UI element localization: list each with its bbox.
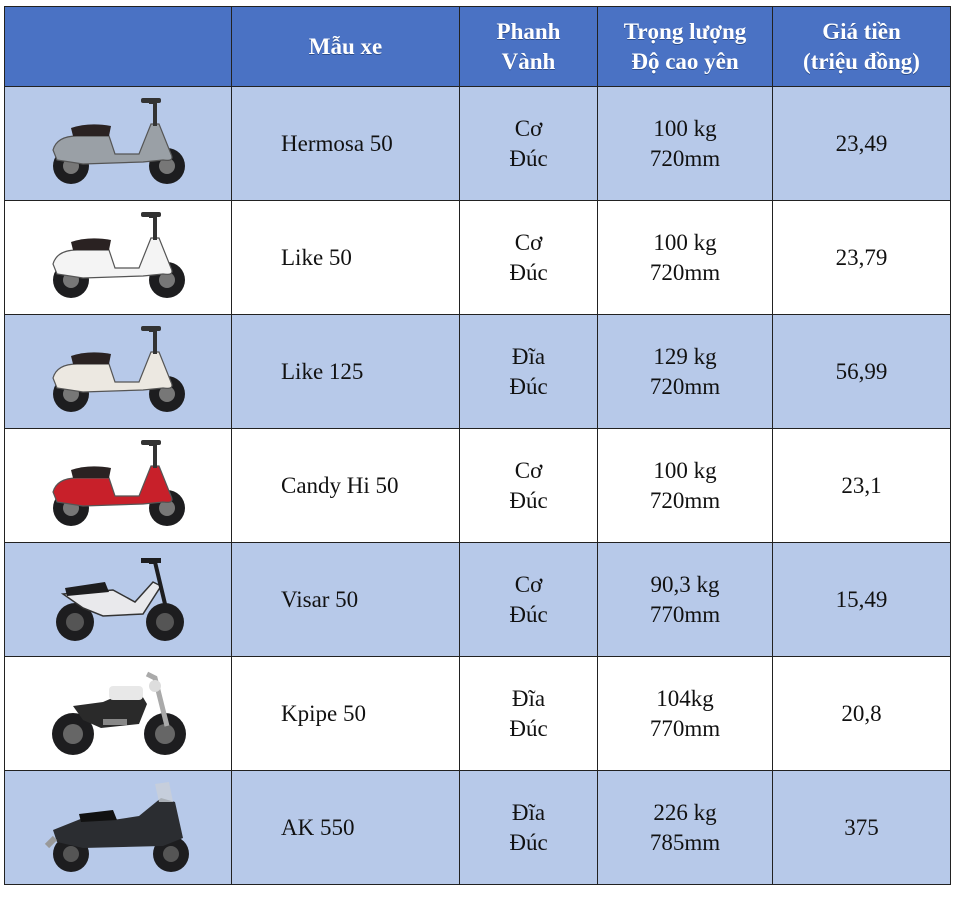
bike-photo-cell: [4, 428, 232, 543]
bike-photo-cell: [4, 200, 232, 315]
rim-type: Đúc: [509, 601, 548, 627]
seat-height-value: 785mm: [649, 829, 721, 855]
motorbike-price-table: Mẫu xe Phanh Vành Trọng lượng Độ cao yên…: [4, 6, 951, 885]
table-row: Hermosa 50 Cơ Đúc 100 kg 720mm 23,49: [4, 86, 951, 201]
weight-seat-cell: 100 kg 720mm: [597, 428, 773, 543]
model-name: Like 50: [231, 200, 460, 315]
weight-value: 100 kg: [653, 115, 717, 141]
weight-value: 129 kg: [653, 343, 717, 369]
header-price: Giá tiền (triệu đồng): [772, 6, 951, 87]
table-row: Candy Hi 50 Cơ Đúc 100 kg 720mm 23,1: [4, 428, 951, 543]
weight-seat-cell: 104kg 770mm: [597, 656, 773, 771]
brake-type: Đĩa: [511, 685, 546, 711]
scooter-white-icon: [52, 211, 185, 298]
seat-height-value: 720mm: [649, 259, 721, 285]
header-brake-rim: Phanh Vành: [459, 6, 598, 87]
header-model: Mẫu xe: [231, 6, 460, 87]
bike-photo-cell: [4, 86, 232, 201]
seat-height-value: 720mm: [649, 145, 721, 171]
naked-bike-icon: [52, 671, 186, 755]
table-row: Kpipe 50 Đĩa Đúc 104kg 770mm 20,8: [4, 656, 951, 771]
bike-photo-cell: [4, 656, 232, 771]
model-name: Like 125: [231, 314, 460, 429]
rim-type: Đúc: [509, 373, 548, 399]
underbone-icon: [56, 557, 184, 641]
brake-type: Cơ: [514, 457, 543, 483]
header-weight: Trọng lượng: [623, 18, 747, 44]
brake-rim-cell: Cơ Đúc: [459, 542, 598, 657]
weight-seat-cell: 100 kg 720mm: [597, 200, 773, 315]
table-row: Like 125 Đĩa Đúc 129 kg 720mm 56,99: [4, 314, 951, 429]
model-name: Candy Hi 50: [231, 428, 460, 543]
bike-photo-cell: [4, 542, 232, 657]
brake-type: Cơ: [514, 571, 543, 597]
weight-seat-cell: 129 kg 720mm: [597, 314, 773, 429]
brake-rim-cell: Đĩa Đúc: [459, 656, 598, 771]
weight-seat-cell: 90,3 kg 770mm: [597, 542, 773, 657]
seat-height-value: 720mm: [649, 487, 721, 513]
rim-type: Đúc: [509, 259, 548, 285]
header-price-label: Giá tiền: [822, 18, 901, 44]
rim-type: Đúc: [509, 145, 548, 171]
bike-photo-cell: [4, 314, 232, 429]
weight-value: 226 kg: [653, 799, 717, 825]
price-value: 20,8: [772, 656, 951, 771]
brake-rim-cell: Cơ Đúc: [459, 200, 598, 315]
price-value: 375: [772, 770, 951, 885]
brake-rim-cell: Đĩa Đúc: [459, 770, 598, 885]
weight-value: 104kg: [656, 685, 714, 711]
bike-photo-cell: [4, 770, 232, 885]
rim-type: Đúc: [509, 715, 548, 741]
table-row: Like 50 Cơ Đúc 100 kg 720mm 23,79: [4, 200, 951, 315]
seat-height-value: 720mm: [649, 373, 721, 399]
model-name: AK 550: [231, 770, 460, 885]
rim-type: Đúc: [509, 487, 548, 513]
header-brake: Phanh: [496, 18, 561, 44]
brake-type: Đĩa: [511, 799, 546, 825]
seat-height-value: 770mm: [649, 715, 721, 741]
weight-seat-cell: 100 kg 720mm: [597, 86, 773, 201]
weight-value: 100 kg: [653, 229, 717, 255]
rim-type: Đúc: [509, 829, 548, 855]
header-price-unit: (triệu đồng): [803, 48, 920, 74]
header-rim: Vành: [501, 48, 556, 74]
price-value: 23,1: [772, 428, 951, 543]
brake-rim-cell: Đĩa Đúc: [459, 314, 598, 429]
header-weight-seat: Trọng lượng Độ cao yên: [597, 6, 773, 87]
scooter-cream-icon: [52, 325, 185, 412]
maxi-scooter-icon: [44, 781, 189, 872]
scooter-red-icon: [52, 439, 185, 526]
price-value: 23,79: [772, 200, 951, 315]
price-value: 15,49: [772, 542, 951, 657]
model-name: Visar 50: [231, 542, 460, 657]
price-value: 23,49: [772, 86, 951, 201]
seat-height-value: 770mm: [649, 601, 721, 627]
brake-type: Đĩa: [511, 343, 546, 369]
weight-value: 90,3 kg: [650, 571, 720, 597]
weight-seat-cell: 226 kg 785mm: [597, 770, 773, 885]
table-row: Visar 50 Cơ Đúc 90,3 kg 770mm 15,49: [4, 542, 951, 657]
header-seat: Độ cao yên: [631, 48, 739, 74]
brake-rim-cell: Cơ Đúc: [459, 428, 598, 543]
brake-type: Cơ: [514, 229, 543, 255]
table-row: AK 550 Đĩa Đúc 226 kg 785mm 375: [4, 770, 951, 885]
price-value: 56,99: [772, 314, 951, 429]
model-name: Kpipe 50: [231, 656, 460, 771]
model-name: Hermosa 50: [231, 86, 460, 201]
header-row: Mẫu xe Phanh Vành Trọng lượng Độ cao yên…: [4, 6, 951, 87]
header-image: [4, 6, 232, 87]
scooter-silver-icon: [52, 97, 185, 184]
brake-rim-cell: Cơ Đúc: [459, 86, 598, 201]
brake-type: Cơ: [514, 115, 543, 141]
weight-value: 100 kg: [653, 457, 717, 483]
